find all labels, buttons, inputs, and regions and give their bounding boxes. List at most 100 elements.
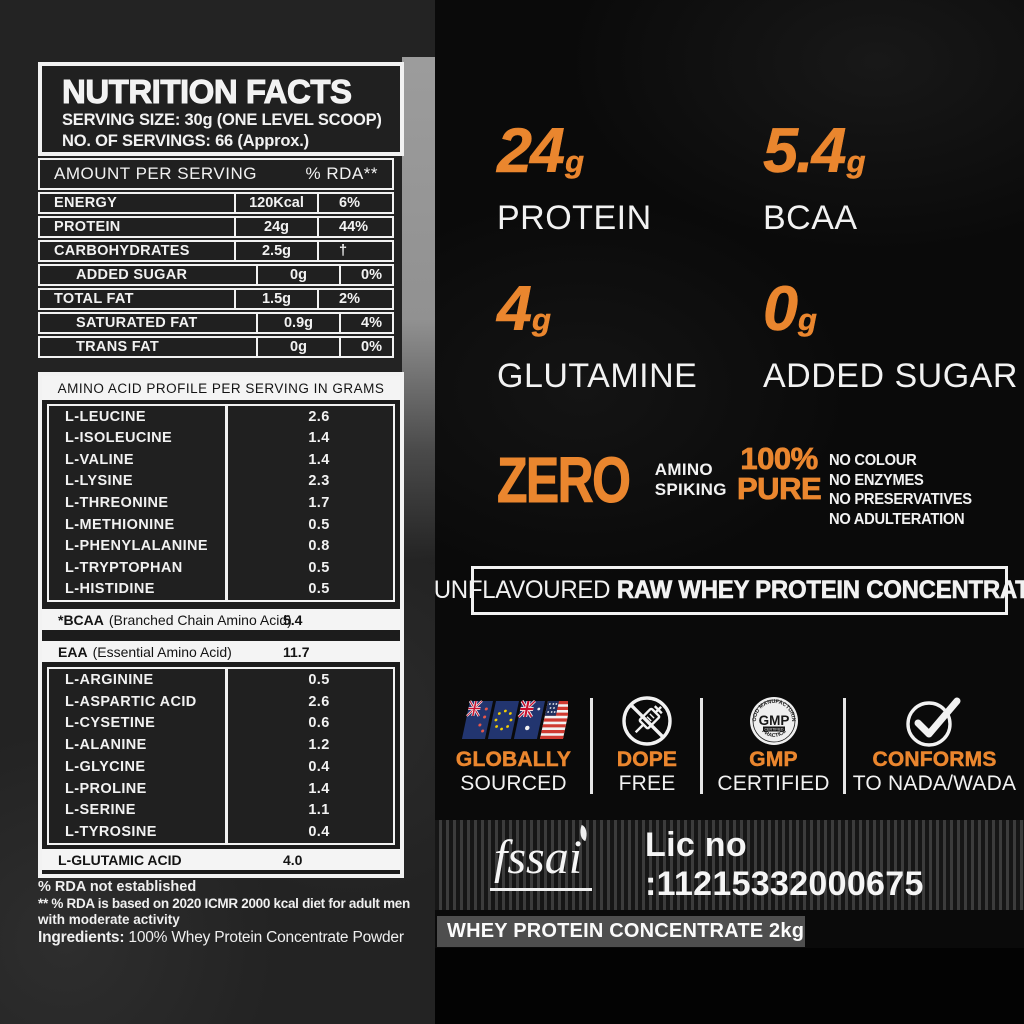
list-item: L-LEUCINE 2.6 <box>65 408 330 425</box>
list-item: L-GLYCINE 0.4 <box>65 758 330 775</box>
ingredients-text: 100% Whey Protein Concentrate Powder <box>128 929 404 946</box>
row-value: 1.5g <box>234 290 317 308</box>
row-label: PROTEIN <box>54 219 121 235</box>
row-label: ADDED SUGAR <box>76 267 188 283</box>
table-row: ADDED SUGAR 0g 0% <box>38 264 394 286</box>
svg-text:GMP: GMP <box>758 713 789 728</box>
svg-text:PRACTICE: PRACTICE <box>760 728 788 739</box>
amino-spiking-label: AMINO SPIKING <box>654 460 727 499</box>
table-row: CARBOHYDRATES 2.5g † <box>38 240 394 262</box>
list-item: L-LYSINE 2.3 <box>65 473 330 490</box>
dope-free-icon <box>620 694 674 748</box>
stat-label: GLUTAMINE <box>497 357 698 395</box>
list-item: L-ISOLEUCINE 1.4 <box>65 430 330 447</box>
list-item: L-ASPARTIC ACID 2.6 <box>65 693 330 710</box>
list-item: L-ARGININE 0.5 <box>65 671 330 688</box>
list-item: L-PHENYLALANINE 0.8 <box>65 538 330 555</box>
row-label: ENERGY <box>54 195 118 211</box>
table-row: PROTEIN 24g 44% <box>38 216 394 238</box>
flags-icon <box>460 694 568 748</box>
checkmark-icon <box>903 694 967 748</box>
pure-text: 100% PURE <box>737 441 822 506</box>
list-item: L-SERINE 1.1 <box>65 802 330 819</box>
badge-globally-sourced: GLOBALLY SOURCED <box>435 694 592 802</box>
table-row: TRANS FAT 0g 0% <box>38 336 394 358</box>
rda-footnote: % RDA not established <box>38 879 197 895</box>
amount-per-serving-header: AMOUNT PER SERVING % RDA** <box>38 158 394 190</box>
product-name-banner: UNFLAVOURED RAW WHEY PROTEIN CONCENTRATE <box>434 566 1024 615</box>
stat-glutamine: 4g GLUTAMINE <box>497 276 697 395</box>
stat-value: 24g <box>497 116 585 186</box>
hundred-percent-pure: 100% PURE NO COLOUR NO ENZYMES NO PRESER… <box>737 441 984 529</box>
claim-item: NO COLOUR <box>829 452 917 469</box>
stat-bcaa: 5.4g BCAA <box>763 116 866 237</box>
row-rda: 4% <box>339 314 392 332</box>
row-label: TOTAL FAT <box>54 291 134 307</box>
serving-size: SERVING SIZE: 30g (ONE LEVEL SCOOP) <box>62 111 382 129</box>
amount-header-label: AMOUNT PER SERVING <box>54 164 257 183</box>
row-value: 0.9g <box>256 314 339 332</box>
amino-acid-profile-section: AMINO ACID PROFILE PER SERVING IN GRAMS … <box>38 372 404 878</box>
badge-conforms-nada-wada: CONFORMS TO NADA/WADA <box>845 694 1024 802</box>
row-label: TRANS FAT <box>76 339 159 355</box>
product-weight-bar: WHEY PROTEIN CONCENTRATE 2kg <box>437 916 805 947</box>
list-item: L-TRYPTOPHAN 0.5 <box>65 559 330 576</box>
claim-item: NO PRESERVATIVES <box>829 491 972 508</box>
stat-label: BCAA <box>763 199 858 237</box>
row-rda: 6% <box>317 194 392 212</box>
row-rda: 0% <box>339 338 392 356</box>
list-item: L-TYROSINE 0.4 <box>65 824 330 841</box>
rda-basis-footnote: ** % RDA is based on 2020 ICMR 2000 kcal… <box>38 896 410 911</box>
stat-label: ADDED SUGAR <box>763 357 1018 395</box>
ingredients-label: Ingredients: <box>38 929 125 946</box>
table-row: SATURATED FAT 0.9g 4% <box>38 312 394 334</box>
row-value: 2.5g <box>234 242 317 260</box>
stat-value: 5.4g <box>763 116 866 186</box>
badge-label: FREE <box>618 772 676 795</box>
row-label: SATURATED FAT <box>76 315 198 331</box>
footer-black-area <box>435 948 1024 1024</box>
claim-item: NO ADULTERATION <box>829 510 965 528</box>
banner-text: UNFLAVOURED RAW WHEY PROTEIN CONCENTRATE <box>433 576 1024 605</box>
stat-value: 0g <box>763 274 817 344</box>
stat-added-sugar: 0g ADDED SUGAR <box>763 276 1018 395</box>
gmp-seal-icon: GOOD MANUFACTURING PRACTICE GMP CERTIFIE… <box>748 694 800 748</box>
badge-separator <box>843 698 846 794</box>
certification-badges-row: GLOBALLY SOURCED DOPE <box>435 694 1024 802</box>
column-divider <box>225 669 228 843</box>
rda-basis-footnote-cont: with moderate activity <box>38 912 180 927</box>
list-item: L-HISTIDINE 0.5 <box>65 581 330 598</box>
amount-table: ENERGY 120Kcal 6% PROTEIN 24g 44% CARBOH… <box>38 192 394 360</box>
svg-text:CERTIFIED: CERTIFIED <box>764 728 783 732</box>
amino-table-nonessential: L-ARGININE 0.5 L-ASPARTIC ACID 2.6 L-CYSET… <box>47 667 395 845</box>
panel-edge-shadow <box>402 57 435 562</box>
list-item: L-METHIONINE 0.5 <box>65 516 330 533</box>
license-number: Lic no :11215332000675 <box>645 826 924 903</box>
fssai-logo: fssai <box>490 824 593 891</box>
eaa-total-band: EAA (Essential Amino Acid) 11.7 <box>42 641 400 662</box>
column-divider <box>225 406 228 600</box>
ingredients-line: Ingredients: 100% Whey Protein Concentra… <box>38 929 423 947</box>
row-rda: 44% <box>317 218 392 236</box>
badge-label: TO NADA/WADA <box>852 772 1017 795</box>
badge-label: CONFORMS <box>872 748 997 772</box>
stat-value: 4g <box>497 274 551 344</box>
badge-label: DOPE <box>616 748 678 772</box>
list-item: L-CYSETINE 0.6 <box>65 715 330 732</box>
rda-header-label: % RDA** <box>305 164 378 183</box>
bcaa-total-band: *BCAA (Branched Chain Amino Acid) 5.4 <box>42 609 400 630</box>
nutrition-facts-title: NUTRITION FACTS <box>62 73 353 110</box>
stat-label: PROTEIN <box>497 199 652 237</box>
list-item: L-THREONINE 1.7 <box>65 494 330 511</box>
amino-profile-header-label: AMINO ACID PROFILE PER SERVING IN GRAMS <box>57 380 385 396</box>
row-rda: † <box>317 242 392 260</box>
row-rda: 0% <box>339 266 392 284</box>
row-value: 0g <box>256 338 339 356</box>
row-rda: 2% <box>317 290 392 308</box>
row-value: 0g <box>256 266 339 284</box>
list-item: L-ALANINE 1.2 <box>65 737 330 754</box>
purity-claims-list: NO COLOUR NO ENZYMES NO PRESERVATIVES NO… <box>829 444 972 529</box>
zero-text: ZERO <box>497 444 632 516</box>
table-row: TOTAL FAT 1.5g 2% <box>38 288 394 310</box>
